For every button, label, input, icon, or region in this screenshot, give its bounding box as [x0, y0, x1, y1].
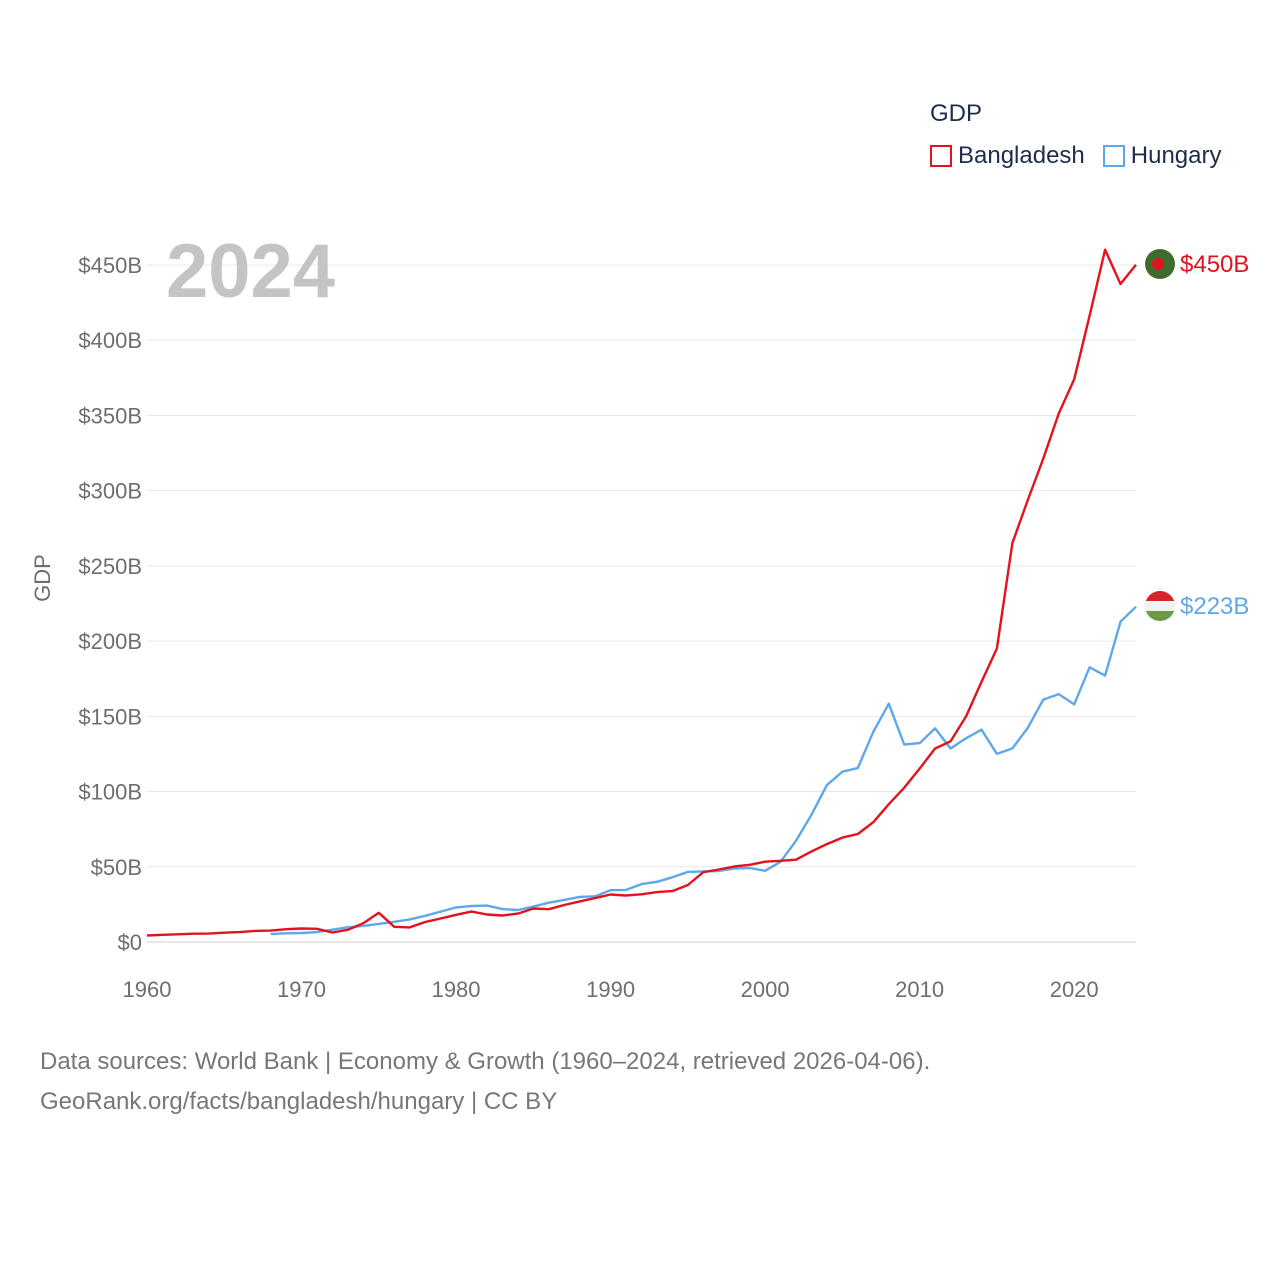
legend-label-bangladesh: Bangladesh — [958, 142, 1085, 169]
y-tick-label: $100B — [78, 780, 142, 805]
legend-item-bangladesh[interactable]: Bangladesh — [930, 142, 1085, 170]
bangladesh-series-line — [146, 248, 1137, 937]
y-tick-label: $150B — [78, 704, 142, 729]
legend: Bangladesh Hungary — [930, 142, 1222, 170]
y-tick-label: $50B — [91, 855, 142, 880]
bangladesh-swatch-icon — [930, 145, 952, 167]
legend-title: GDP — [930, 100, 983, 127]
x-tick-label: 1990 — [586, 977, 635, 1002]
bangladesh-flag-icon — [1145, 249, 1175, 279]
y-tick-label: $0 — [118, 930, 142, 955]
hungary-swatch-icon — [1102, 145, 1125, 167]
bangladesh-end-label: $450B — [1180, 251, 1249, 278]
x-tick-label: 1960 — [123, 977, 172, 1002]
year-label: 2024 — [166, 229, 336, 314]
y-tick-label: $200B — [78, 629, 142, 654]
source-line-1: Data sources: World Bank | Economy & Gro… — [40, 1048, 931, 1075]
y-tick-label: $350B — [78, 403, 142, 428]
y-tick-label: $400B — [78, 328, 142, 353]
x-tick-label: 2010 — [895, 977, 944, 1002]
x-tick-label: 2020 — [1050, 977, 1099, 1002]
x-tick-label: 2000 — [741, 977, 790, 1002]
y-tick-label: $250B — [78, 554, 142, 579]
hungary-flag-icon — [1145, 591, 1175, 621]
y-tick-label: $450B — [78, 253, 142, 278]
x-axis-ticks: 1960 1970 1980 1990 2000 2010 2020 — [123, 977, 1099, 1002]
grid-lines — [147, 264, 1136, 943]
x-tick-label: 1970 — [277, 977, 326, 1002]
legend-item-hungary[interactable]: Hungary — [1102, 142, 1222, 170]
y-axis-ticks: $0 $50B $100B $150B $200B $250B $300B $350B $400… — [78, 253, 142, 955]
hungary-series-line — [270, 605, 1137, 936]
source-line-2: GeoRank.org/facts/bangladesh/hungary | C… — [40, 1088, 558, 1115]
hungary-end-label: $223B — [1180, 593, 1249, 620]
y-axis-label: GDP — [30, 554, 55, 602]
y-tick-label: $300B — [78, 479, 142, 504]
series-lines — [146, 248, 1137, 937]
legend-label-hungary: Hungary — [1130, 142, 1222, 169]
x-tick-label: 1980 — [432, 977, 481, 1002]
source-note: Data sources: World Bank | Economy & Gro… — [40, 1042, 930, 1122]
